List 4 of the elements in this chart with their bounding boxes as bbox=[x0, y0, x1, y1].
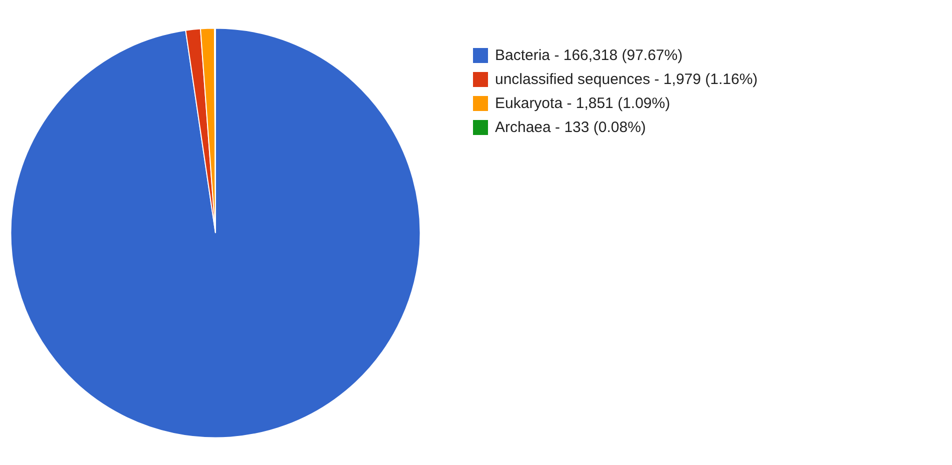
legend-label: unclassified sequences - 1,979 (1.16%) bbox=[495, 70, 758, 88]
legend-label: Archaea - 133 (0.08%) bbox=[495, 118, 646, 136]
legend-label: Eukaryota - 1,851 (1.09%) bbox=[495, 94, 670, 112]
legend-label: Bacteria - 166,318 (97.67%) bbox=[495, 46, 683, 64]
